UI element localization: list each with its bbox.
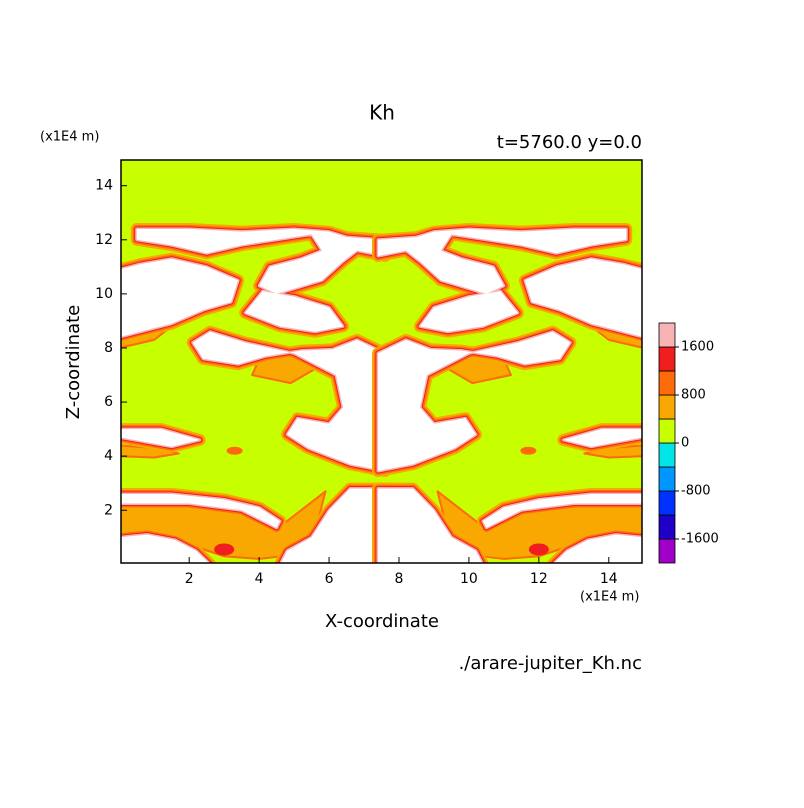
contour-region bbox=[554, 534, 642, 563]
x-tick-label: 14 bbox=[600, 571, 618, 587]
y-tick-label: 2 bbox=[104, 502, 113, 518]
colorbar-label: -800 bbox=[681, 484, 711, 499]
contour-region bbox=[419, 291, 518, 332]
contour-edge bbox=[523, 257, 642, 339]
plot-frame bbox=[120, 159, 643, 564]
y-tick-label: 4 bbox=[104, 448, 113, 464]
source-file: ./arare-jupiter_Kh.nc bbox=[459, 653, 642, 674]
y-tick-label: 10 bbox=[95, 286, 113, 302]
colorbar-box bbox=[658, 418, 676, 444]
contour-region bbox=[378, 228, 627, 294]
x-tick-label: 10 bbox=[460, 571, 478, 587]
contour-region bbox=[121, 429, 200, 447]
contour-region bbox=[245, 291, 344, 332]
y-unit: (x1E4 m) bbox=[40, 130, 99, 145]
colorbar-box bbox=[658, 394, 676, 420]
colorbar-box bbox=[658, 346, 676, 372]
y-tick-label: 12 bbox=[95, 232, 113, 248]
contour-region bbox=[378, 331, 571, 472]
y-tick-label: 6 bbox=[104, 394, 113, 410]
y-tick-label: 14 bbox=[95, 178, 113, 194]
colorbar-label: 0 bbox=[681, 436, 689, 451]
x-tick-label: 4 bbox=[255, 571, 264, 587]
x-unit: (x1E4 m) bbox=[580, 590, 639, 605]
colorbar-box bbox=[658, 442, 676, 468]
x-tick-label: 2 bbox=[185, 571, 194, 587]
colorbar-label: 1600 bbox=[681, 340, 714, 355]
colorbar-box bbox=[658, 370, 676, 396]
chart-title: Kh bbox=[369, 101, 395, 125]
contour-region bbox=[214, 543, 235, 556]
colorbar-box bbox=[658, 322, 676, 348]
x-tick-label: 8 bbox=[395, 571, 404, 587]
contour-region bbox=[121, 494, 281, 528]
y-axis-label: Z-coordinate bbox=[63, 305, 84, 420]
contour-region bbox=[136, 228, 385, 294]
contour-region bbox=[280, 488, 385, 563]
y-tick-label: 8 bbox=[104, 340, 113, 356]
contour-region bbox=[121, 534, 209, 563]
chart-subtitle: t=5760.0 y=0.0 bbox=[497, 132, 642, 153]
colorbar-label: 800 bbox=[681, 388, 706, 403]
contour-region bbox=[226, 446, 243, 455]
contour-field bbox=[121, 160, 642, 563]
x-tick-label: 6 bbox=[325, 571, 334, 587]
x-tick-label: 12 bbox=[530, 571, 548, 587]
contour-region bbox=[419, 431, 462, 443]
colorbar-box bbox=[658, 490, 676, 516]
colorbar-label: -1600 bbox=[681, 532, 719, 547]
contour-region bbox=[520, 446, 537, 455]
contour-region bbox=[378, 488, 483, 563]
x-axis-label: X-coordinate bbox=[325, 611, 439, 632]
contour-region bbox=[192, 331, 385, 472]
contour-region bbox=[563, 429, 642, 447]
contour-region bbox=[121, 258, 239, 337]
contour-region bbox=[301, 431, 344, 443]
colorbar-box bbox=[658, 538, 676, 564]
colorbar-box bbox=[658, 514, 676, 540]
contour-region bbox=[524, 258, 642, 337]
contour-region bbox=[482, 494, 642, 528]
colorbar-box bbox=[658, 466, 676, 492]
contour-region bbox=[528, 543, 549, 556]
